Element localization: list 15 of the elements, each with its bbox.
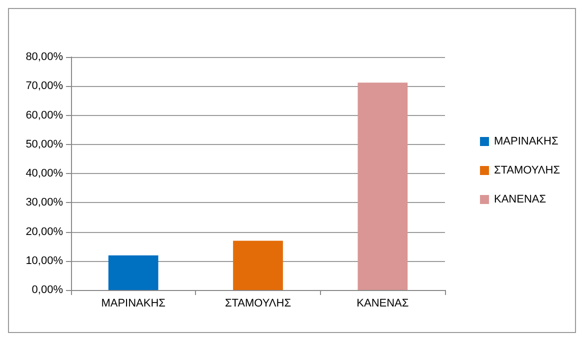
y-tick-label: 40,00%	[26, 168, 64, 180]
y-tick-label: 70,00%	[26, 80, 64, 92]
legend-label: ΚΑΝΕΝΑΣ	[494, 194, 546, 206]
legend-label: ΣΤΑΜΟΥΛΗΣ	[494, 164, 560, 176]
y-tick-label: 10,00%	[26, 254, 64, 267]
x-tick-label: ΚΑΝΕΝΑΣ	[356, 298, 409, 310]
y-tick-label: 20,00%	[26, 226, 64, 238]
legend-label: ΜΑΡΙΝΑΚΗΣ	[494, 136, 558, 148]
y-tick-label: 0,00%	[32, 284, 64, 296]
y-tick-label: 60,00%	[26, 109, 64, 122]
y-tick-label: 50,00%	[26, 138, 64, 150]
x-tick-label: ΜΑΡΙΝΑΚΗΣ	[101, 298, 166, 310]
y-tick-label: 80,00%	[26, 51, 64, 63]
y-tick-label: 30,00%	[26, 196, 64, 209]
x-tick-label: ΣΤΑΜΟΥΛΗΣ	[224, 298, 292, 310]
